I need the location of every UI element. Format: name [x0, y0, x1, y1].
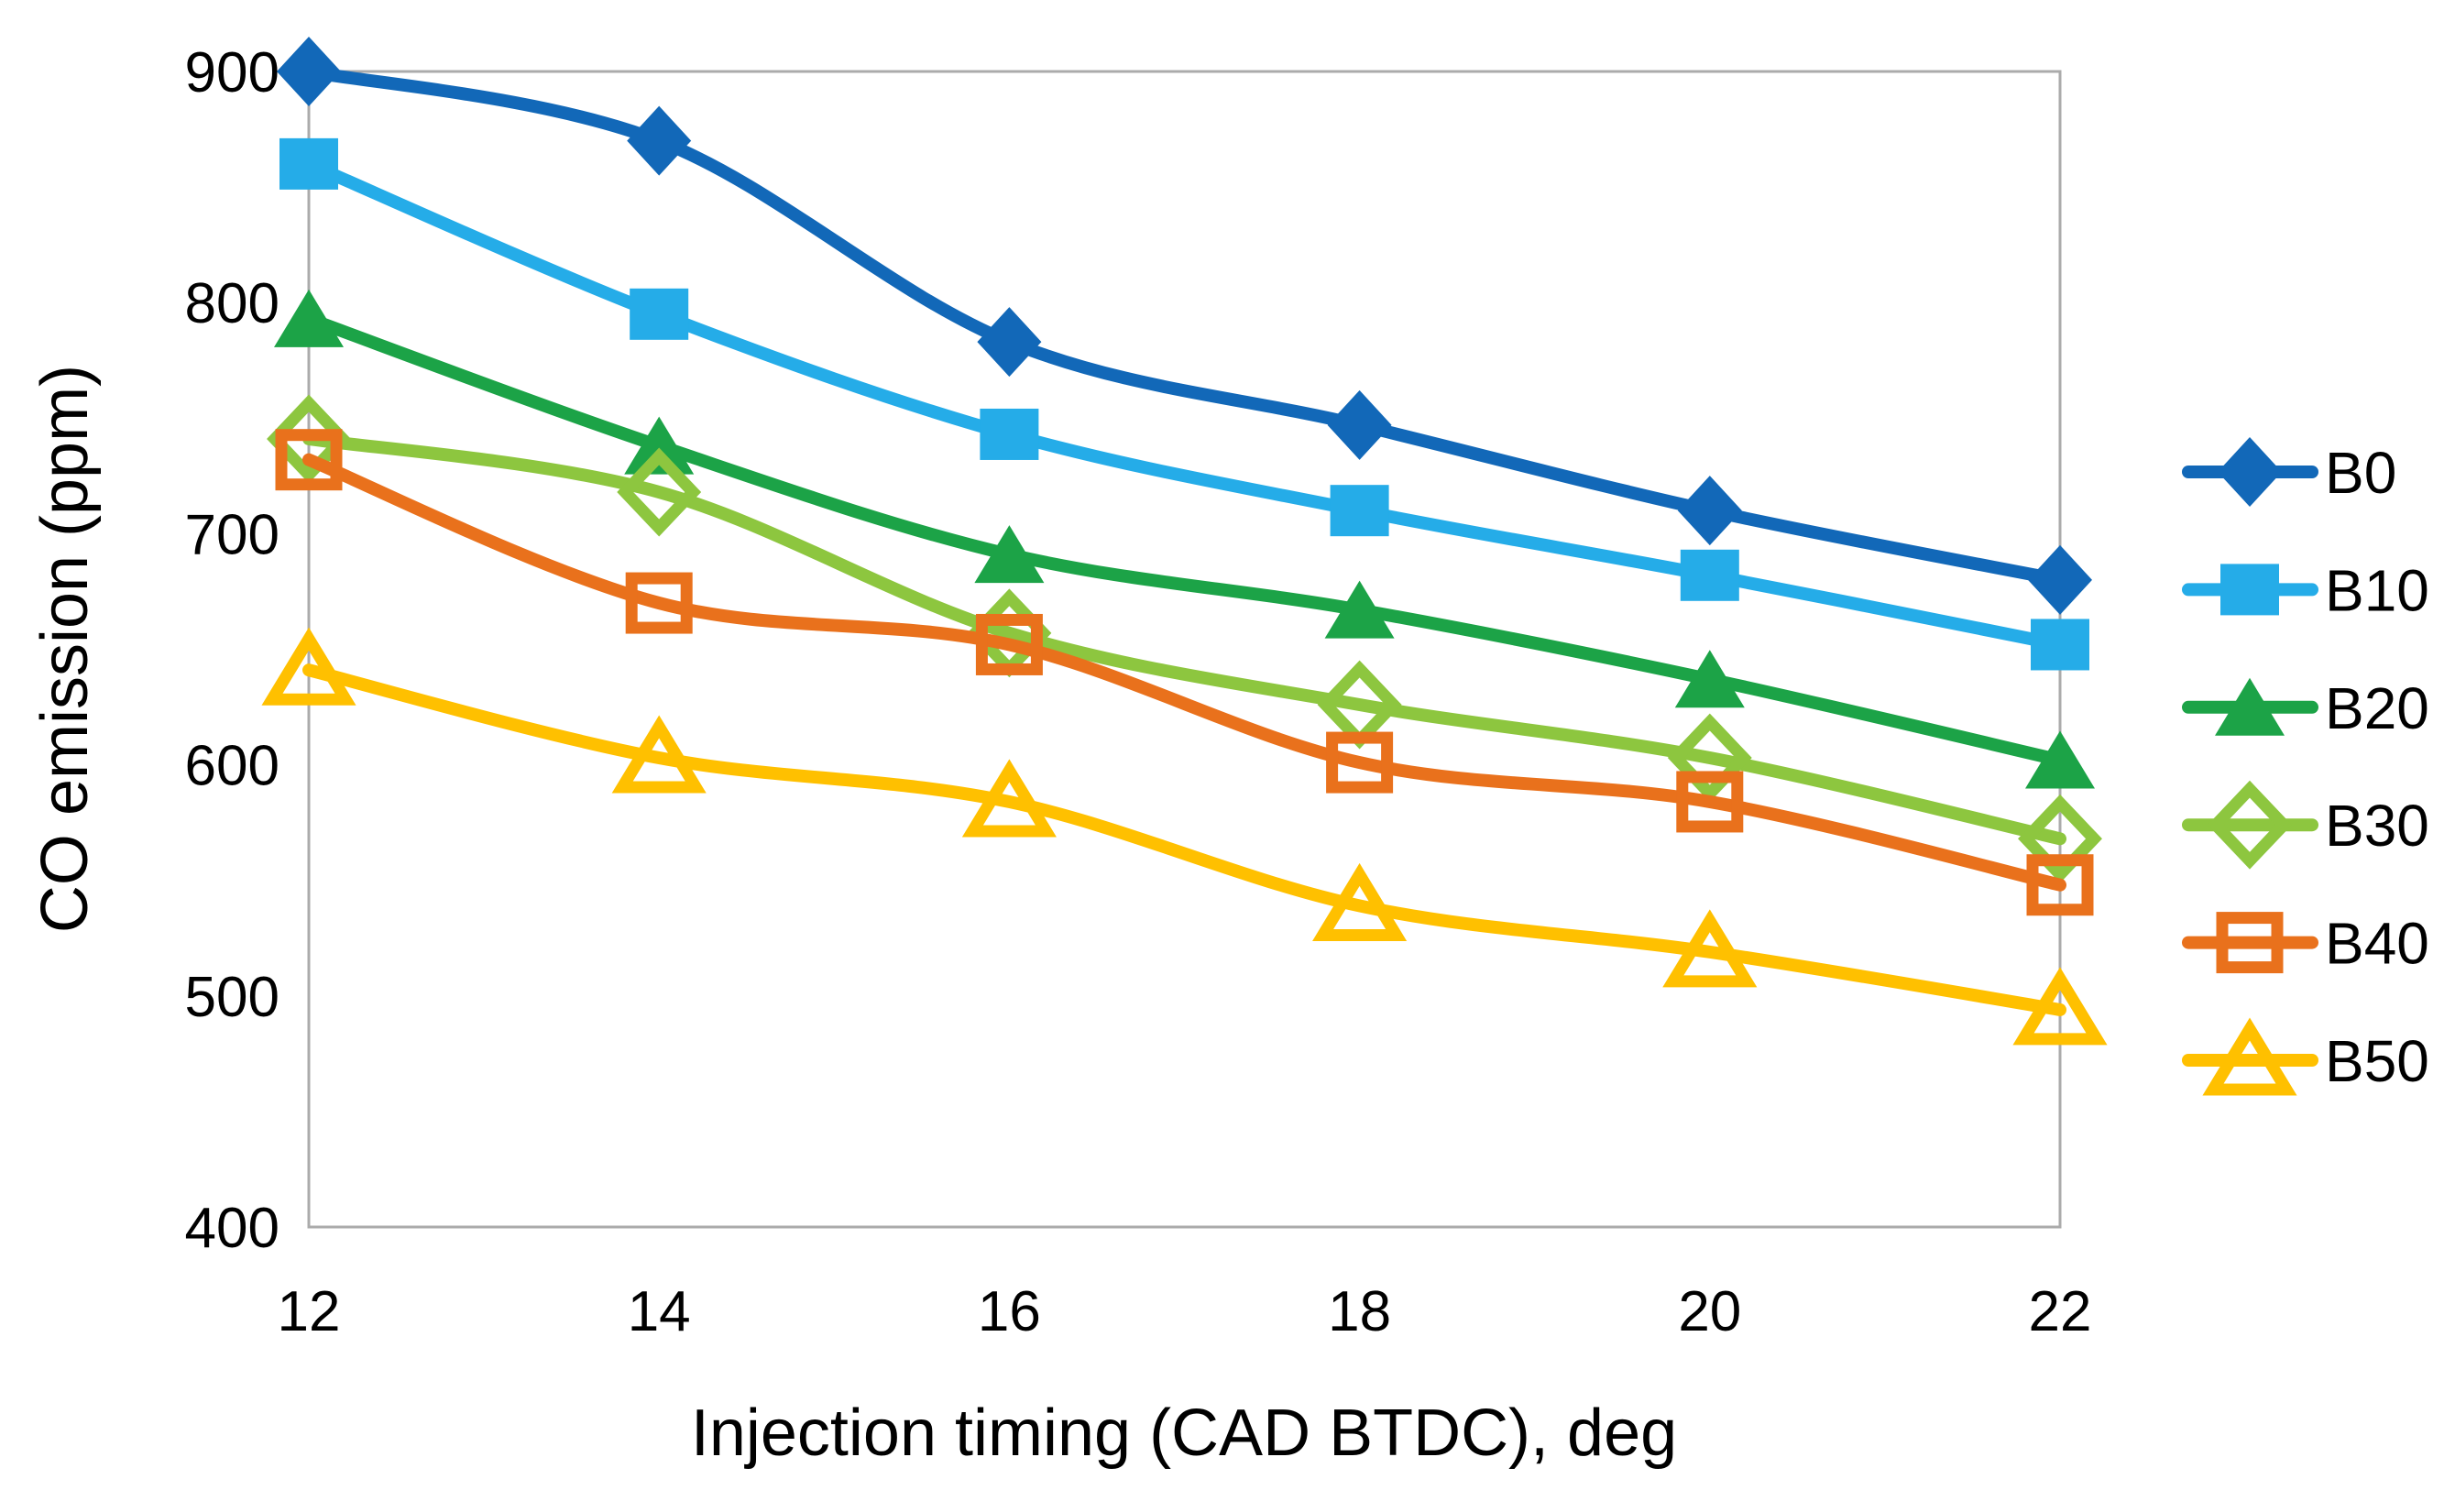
series-line-B0	[302, 65, 2066, 586]
data-point-B50-18	[1312, 862, 1408, 941]
y-tick-label: 500	[185, 966, 279, 1029]
legend-marker-B20	[2215, 677, 2285, 736]
data-point-B50-22	[2012, 967, 2108, 1046]
series-B0	[277, 37, 2092, 615]
data-point-B10-16	[980, 408, 1039, 460]
data-point-B0-20	[1677, 476, 1742, 546]
legend-marker-B10	[2220, 564, 2279, 616]
series-line-B10	[302, 157, 2066, 652]
data-point-B20-16	[974, 525, 1045, 584]
x-axis-title: Injection timing (CAD BTDC), deg	[691, 1397, 1677, 1470]
data-point-B30-22	[2018, 794, 2102, 883]
data-point-B20-14	[624, 416, 695, 475]
data-point-B40-20	[1676, 771, 1744, 833]
data-point-B50-14	[611, 715, 707, 794]
legend-item-B10: B10	[2182, 557, 2429, 623]
legend-label-B0: B0	[2325, 440, 2396, 506]
series-layer	[261, 37, 2108, 1046]
legend-marker-B30	[2208, 780, 2292, 870]
data-point-B10-22	[2031, 619, 2089, 671]
x-tick-label: 14	[628, 1280, 691, 1343]
data-point-B50-12	[261, 627, 356, 706]
legend: B0 B10 B20 B30 B40 B50	[2182, 437, 2429, 1096]
legend-label-B50: B50	[2325, 1028, 2429, 1094]
series-line-B40	[302, 453, 2066, 892]
x-tick-label: 20	[1678, 1280, 1741, 1343]
legend-item-B50: B50	[2182, 1017, 2429, 1096]
data-point-B40-12	[275, 429, 343, 491]
y-tick-label: 600	[185, 735, 279, 798]
data-point-B20-22	[2025, 730, 2095, 789]
x-tick-label: 18	[1328, 1280, 1391, 1343]
series-B20	[274, 289, 2095, 789]
legend-label-B30: B30	[2325, 793, 2429, 859]
legend-label-B40: B40	[2325, 911, 2429, 977]
plot-area-border	[307, 70, 2062, 1229]
data-point-B40-16	[975, 613, 1043, 675]
series-line-B50	[302, 663, 2066, 1016]
data-point-B10-20	[1680, 549, 1739, 601]
y-tick-label: 700	[185, 503, 279, 566]
x-tick-label: 12	[278, 1280, 341, 1343]
legend-marker-B50	[2202, 1017, 2297, 1096]
y-tick-label: 400	[185, 1197, 279, 1260]
legend-marker-B40	[2216, 912, 2284, 974]
data-point-B40-14	[625, 572, 693, 634]
data-point-B30-14	[617, 447, 702, 537]
legend-item-B20: B20	[2182, 675, 2429, 741]
y-axis-title: CO emission (ppm)	[28, 365, 102, 933]
data-point-B20-20	[1674, 650, 1745, 708]
legend-item-B30: B30	[2182, 780, 2429, 870]
data-point-B0-18	[1327, 389, 1392, 460]
data-point-B30-12	[267, 394, 351, 484]
series-B40	[275, 429, 2094, 916]
data-point-B0-12	[277, 37, 341, 106]
x-tick-label: 22	[2029, 1280, 2092, 1343]
legend-label-B20: B20	[2325, 675, 2429, 741]
series-B50	[261, 627, 2108, 1046]
data-point-B40-18	[1326, 731, 1394, 794]
legend-marker-B0	[2218, 437, 2282, 507]
y-axis-tick-labels: 400 500 600 700 800 900	[185, 41, 279, 1260]
plot-box	[307, 70, 2062, 1229]
data-point-B40-22	[2026, 854, 2094, 916]
series-line-B30	[302, 432, 2066, 846]
legend-item-B0: B0	[2182, 437, 2396, 507]
legend-item-B40: B40	[2182, 911, 2429, 977]
data-point-B10-14	[630, 288, 689, 340]
data-point-B10-12	[279, 137, 338, 190]
data-point-B20-18	[1324, 580, 1395, 639]
x-axis-tick-labels: 12 14 16 18 20 22	[278, 1280, 2092, 1343]
legend-label-B10: B10	[2325, 557, 2429, 623]
data-point-B50-20	[1662, 909, 1758, 988]
data-point-B0-16	[977, 307, 1042, 378]
data-point-B30-20	[1667, 713, 1752, 803]
x-tick-label: 16	[978, 1280, 1041, 1343]
series-line-B20	[302, 312, 2066, 767]
data-point-B0-14	[627, 105, 692, 176]
series-B10	[279, 137, 2089, 671]
y-tick-label: 900	[185, 41, 279, 104]
data-point-B50-16	[961, 759, 1057, 838]
data-point-B0-22	[2028, 544, 2092, 615]
y-tick-label: 800	[185, 272, 279, 335]
data-point-B10-18	[1330, 485, 1389, 537]
data-point-B20-12	[274, 289, 344, 347]
